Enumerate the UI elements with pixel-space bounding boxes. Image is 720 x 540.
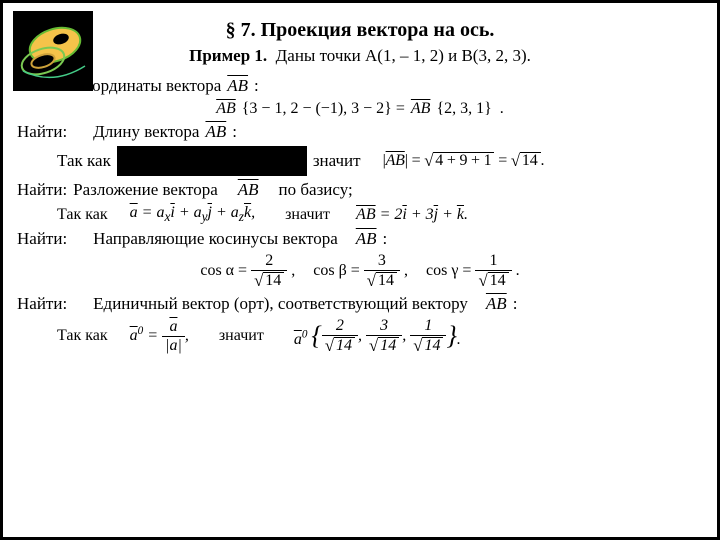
cos-alpha: cos α = 2√14 , <box>200 253 295 290</box>
task-unit-text: Единичный вектор (орт), соответствующий … <box>93 294 468 314</box>
length-result: |AB| = √4 + 9 + 1 = √14. <box>383 151 545 171</box>
task-decomp-text: Разложение вектора <box>73 180 218 200</box>
task-length: Найти: Длину вектора AB : <box>17 122 703 142</box>
find-label: Найти: <box>17 122 67 142</box>
task-unit: Найти: Единичный вектор (орт), соответст… <box>17 294 703 314</box>
basis-formula: a = axi + ayj + azk, <box>130 204 255 225</box>
find-label: Найти: <box>17 294 67 314</box>
means-label: значит <box>313 151 361 171</box>
task-dircos: Найти: Направляющие косинусы вектора AB … <box>17 229 703 249</box>
task-length-text: Длину вектора <box>93 122 199 142</box>
find-label: Найти: <box>17 180 67 200</box>
decorative-surface-icon <box>13 11 93 91</box>
means-label: значит <box>219 327 264 345</box>
example-line: Пример 1. Даны точки A(1, – 1, 2) и B(3,… <box>17 46 703 66</box>
colon: : <box>254 76 259 96</box>
by-basis: по базису; <box>279 180 353 200</box>
task-coords: Найти: Координаты вектора AB : <box>17 76 703 96</box>
task-decomp: Найти: Разложение вектора AB по базису; <box>17 180 703 200</box>
redacted-block <box>117 146 307 176</box>
cos-beta: cos β = 3√14 , <box>313 253 408 290</box>
vec-ab: AB <box>486 295 507 312</box>
section-title: § 7. Проекция вектора на ось. <box>17 19 703 42</box>
coords-calc: AB {3 − 1, 2 − (−1), 3 − 2} = AB {2, 3, … <box>17 100 703 118</box>
unit-result: a0 { 2√14, 3√14, 1√14 } . <box>294 318 461 355</box>
vec-ab: AB <box>227 77 248 94</box>
vec-ab: AB <box>356 230 377 247</box>
unit-line: Так как a0 = a |a| , значит a0 { 2√14, 3… <box>57 318 703 355</box>
unit-formula: a0 = a |a| , <box>130 319 189 354</box>
slide-frame: § 7. Проекция вектора на ось. Пример 1. … <box>0 0 720 540</box>
colon: : <box>232 122 237 142</box>
find-label: Найти: <box>17 229 67 249</box>
so-label: Так как <box>57 151 111 171</box>
decomp-line: Так как a = axi + ayj + azk, значит AB =… <box>57 204 703 225</box>
cos-gamma: cos γ = 1√14 . <box>426 253 520 290</box>
vec-ab: AB <box>205 123 226 140</box>
so-label: Так как <box>57 206 108 224</box>
basis-result: AB = 2i + 3j + k. <box>356 206 468 224</box>
task-coords-text: Координаты вектора <box>73 76 221 96</box>
colon: : <box>513 294 518 314</box>
so-label: Так как <box>57 327 108 345</box>
task-dircos-text: Направляющие косинусы вектора <box>93 229 338 249</box>
length-line: Так как значит |AB| = √4 + 9 + 1 = √14. <box>57 146 703 176</box>
vec-ab: AB <box>238 181 259 198</box>
dircos-values: cos α = 2√14 , cos β = 3√14 , cos γ = 1√… <box>17 253 703 290</box>
means-label: значит <box>285 206 330 224</box>
colon: : <box>383 229 388 249</box>
